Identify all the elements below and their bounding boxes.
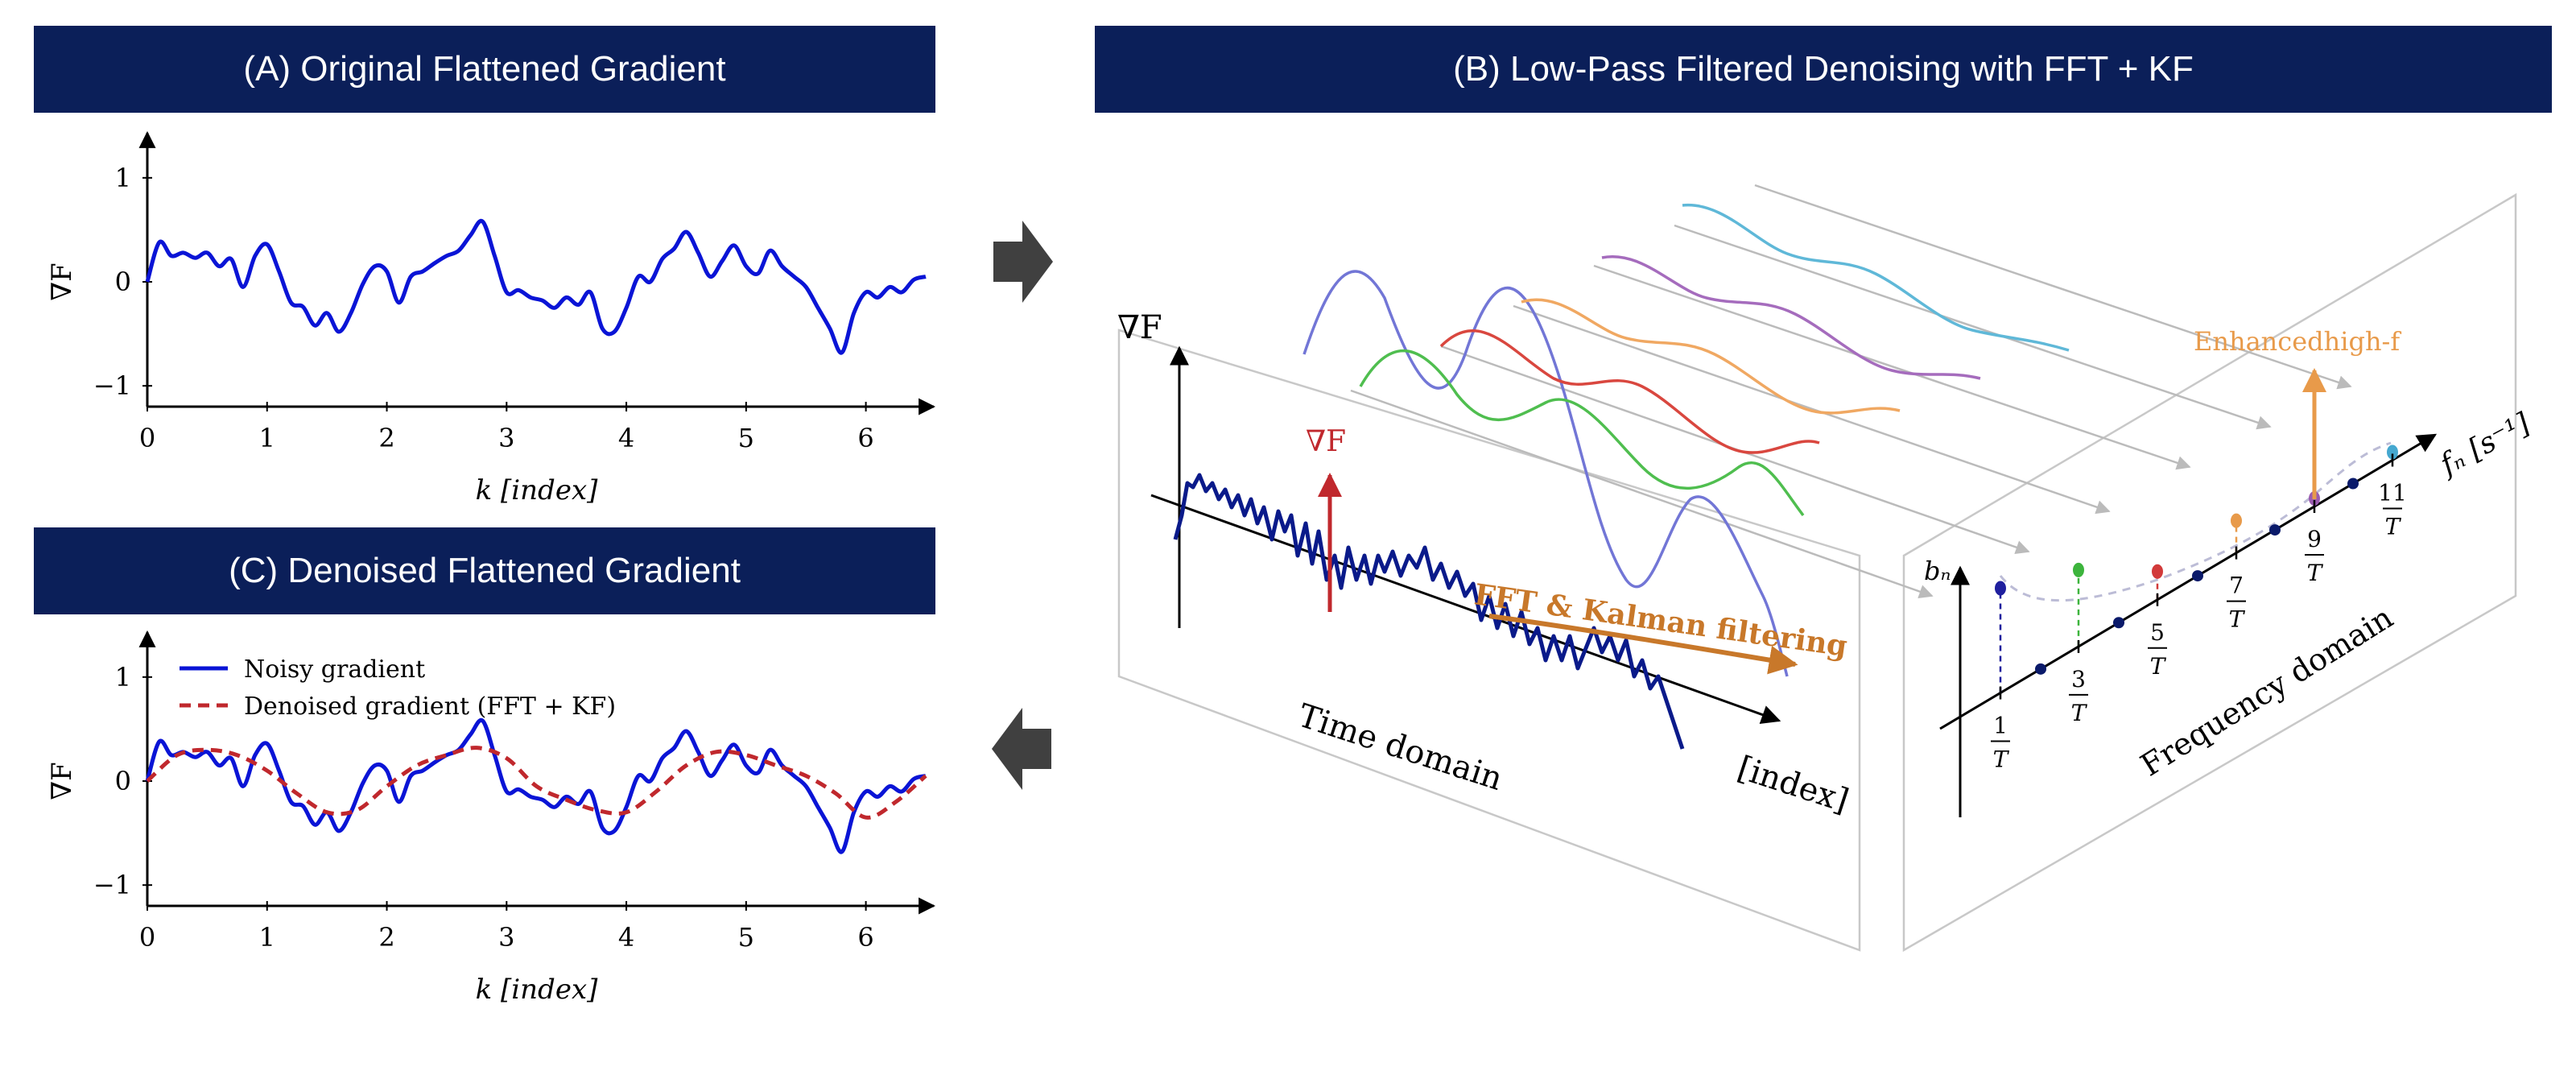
left-arrow-icon bbox=[992, 708, 1051, 790]
time-domain-signal bbox=[1173, 473, 1685, 750]
freq-axis-dot bbox=[2035, 663, 2046, 675]
panel-b-title: (B) Low-Pass Filtered Denoising with FFT… bbox=[1095, 26, 2552, 113]
x-tick-label: 0 bbox=[139, 922, 155, 953]
y-tick-label: 1 bbox=[115, 662, 131, 692]
x-tick-label: 1 bbox=[259, 922, 275, 953]
x-tick-label: 3 bbox=[498, 423, 514, 453]
component-wave-1 bbox=[1302, 270, 1789, 677]
freq-tick-numerator: 11 bbox=[2378, 479, 2407, 506]
chart-a: 0 1 2 3 4 5 6 −1 0 1 k [index] ∇F bbox=[46, 130, 936, 506]
component-wave-6 bbox=[1682, 204, 2070, 352]
legend-label: Noisy gradient bbox=[244, 655, 425, 684]
x-tick-label: 1 bbox=[259, 423, 275, 453]
y-axis-label: ∇F bbox=[46, 263, 78, 300]
freq-tick-denominator: T bbox=[2307, 560, 2324, 586]
spectrum-point bbox=[2231, 513, 2242, 528]
fft-kalman-arrow bbox=[1488, 614, 1798, 675]
freq-tick-denominator: T bbox=[2385, 513, 2402, 540]
component-wave-5 bbox=[1601, 254, 1981, 380]
series-line-1 bbox=[146, 746, 927, 820]
y-tick-label: −1 bbox=[93, 370, 131, 401]
freq-tick-numerator: 7 bbox=[2229, 573, 2244, 599]
panel-c-title: (C) Denoised Flattened Gradient bbox=[34, 527, 935, 614]
x-tick-label: 3 bbox=[498, 922, 514, 953]
x-tick-label: 6 bbox=[857, 423, 873, 453]
freq-tick-numerator: 9 bbox=[2307, 526, 2322, 552]
legend-label: Denoised gradient (FFT + KF) bbox=[244, 692, 616, 721]
spectrum-points: 1 T 3 T 5 T 7 T 9 T 11 T bbox=[1991, 444, 2407, 772]
x-axis-label: k [index] bbox=[476, 974, 599, 1006]
x-tick-label: 4 bbox=[618, 423, 634, 453]
time-domain-plane bbox=[1117, 329, 1861, 952]
time-x-axis bbox=[1150, 494, 1781, 724]
time-x-label: [index] bbox=[1733, 750, 1853, 821]
freq-axis-dot bbox=[2269, 524, 2281, 536]
spectrum-point bbox=[2152, 564, 2163, 579]
frequency-domain-label: Frequency domain bbox=[2134, 599, 2399, 783]
freq-tick-numerator: 3 bbox=[2071, 666, 2086, 692]
freq-y-label: bₙ bbox=[1924, 556, 1951, 586]
spectrum-point bbox=[2387, 444, 2398, 460]
freq-x-label: fₙ [s⁻¹] bbox=[2433, 407, 2536, 482]
spectrum-point bbox=[2073, 562, 2084, 577]
series-line-0 bbox=[145, 717, 927, 854]
time-domain-label: Time domain bbox=[1294, 697, 1507, 798]
freq-tick-numerator: 1 bbox=[1993, 712, 2008, 738]
x-tick-label: 2 bbox=[378, 423, 394, 453]
series-line-0 bbox=[145, 218, 927, 355]
x-tick-label: 4 bbox=[618, 922, 634, 953]
enhanced-label: Enhancedhigh-f bbox=[2194, 326, 2401, 357]
component-wave-4 bbox=[1521, 298, 1901, 415]
frequency-domain-plane bbox=[1902, 192, 2517, 953]
spectrum-point bbox=[1995, 581, 2006, 596]
x-tick-label: 0 bbox=[139, 423, 155, 453]
freq-axis-dot bbox=[2192, 570, 2203, 582]
x-axis-label: k [index] bbox=[476, 474, 599, 506]
x-tick-label: 5 bbox=[738, 922, 754, 953]
y-tick-label: 0 bbox=[115, 267, 131, 297]
component-wave-2 bbox=[1359, 349, 1805, 517]
x-tick-label: 2 bbox=[378, 922, 394, 953]
component-wave-3 bbox=[1439, 329, 1820, 454]
fft-kf-diagram: ∇F [index] ∇F FFT & Kalman filtering Tim… bbox=[1117, 184, 2536, 953]
gradient-label: ∇F bbox=[1306, 425, 1346, 458]
y-tick-label: 0 bbox=[115, 766, 131, 796]
component-guide-axes bbox=[1350, 184, 2352, 599]
x-tick-label: 5 bbox=[738, 423, 754, 453]
freq-tick-denominator: T bbox=[2071, 700, 2088, 726]
y-axis-label: ∇F bbox=[46, 762, 78, 800]
panel-a-title: (A) Original Flattened Gradient bbox=[34, 26, 935, 113]
right-arrow-icon bbox=[993, 221, 1053, 303]
time-y-label: ∇F bbox=[1117, 309, 1162, 346]
spectrum-envelope bbox=[1999, 441, 2392, 602]
x-tick-label: 6 bbox=[857, 922, 873, 953]
freq-tick-numerator: 5 bbox=[2150, 619, 2165, 646]
chart-c: 0 1 2 3 4 5 6 −1 0 1 k [index] ∇F Noisy gradient Deno… bbox=[46, 630, 936, 1006]
freq-tick-denominator: T bbox=[2229, 606, 2246, 633]
freq-axis-dot bbox=[2113, 617, 2124, 629]
y-tick-label: −1 bbox=[93, 870, 131, 900]
freq-tick-denominator: T bbox=[1993, 746, 2010, 772]
freq-tick-denominator: T bbox=[2150, 653, 2167, 680]
freq-axis-dot bbox=[2347, 477, 2359, 490]
y-tick-label: 1 bbox=[115, 163, 131, 193]
